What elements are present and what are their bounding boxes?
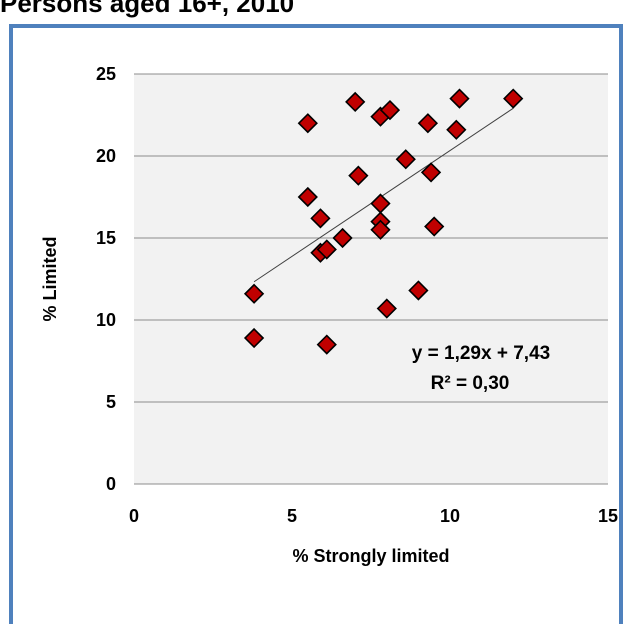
data-point [297, 113, 318, 134]
data-point [370, 219, 391, 240]
plot-area [134, 74, 608, 484]
scatter-chart: 0 5 10 15 20 25 0 5 10 15 y = 1,29x + 7,43 R² = … [40, 64, 618, 566]
x-tick-label: 5 [287, 506, 297, 526]
data-point [446, 119, 467, 140]
data-point [332, 227, 353, 249]
x-tick-label: 10 [440, 506, 460, 526]
data-point [345, 91, 366, 113]
trendline [253, 107, 514, 283]
y-tick-label: 10 [96, 310, 116, 330]
y-axis-title: % Limited [40, 236, 60, 321]
y-tick-label: 25 [96, 64, 116, 84]
data-point [316, 239, 337, 260]
x-tick-labels: 0 5 10 15 [129, 506, 618, 526]
data-point [420, 162, 442, 183]
x-tick-label: 0 [129, 506, 139, 526]
data-points [243, 88, 524, 355]
x-tick-label: 15 [598, 506, 618, 526]
data-point [417, 113, 439, 134]
data-point [310, 208, 331, 229]
data-point [424, 216, 445, 237]
data-point [297, 186, 318, 208]
r-squared-label: R² = 0,30 [431, 373, 510, 394]
data-point [449, 88, 470, 109]
data-point [395, 149, 416, 170]
y-tick-label: 15 [96, 228, 116, 248]
trendline-equation: y = 1,29x + 7,43 [412, 343, 550, 364]
gridlines [134, 73, 608, 485]
data-point [379, 99, 401, 121]
data-point [243, 327, 265, 349]
data-point [376, 298, 397, 319]
y-tick-label: 20 [96, 146, 116, 166]
y-tick-label: 0 [106, 474, 116, 494]
data-point [408, 280, 429, 301]
x-axis-title: % Strongly limited [292, 546, 449, 566]
data-point [243, 283, 265, 304]
page-title: Persons aged 16+, 2010 [0, 0, 295, 18]
data-point [503, 88, 524, 109]
y-tick-label: 5 [106, 392, 116, 412]
y-tick-labels: 0 5 10 15 20 25 [96, 64, 116, 494]
data-point [316, 334, 337, 355]
data-point [348, 165, 369, 186]
